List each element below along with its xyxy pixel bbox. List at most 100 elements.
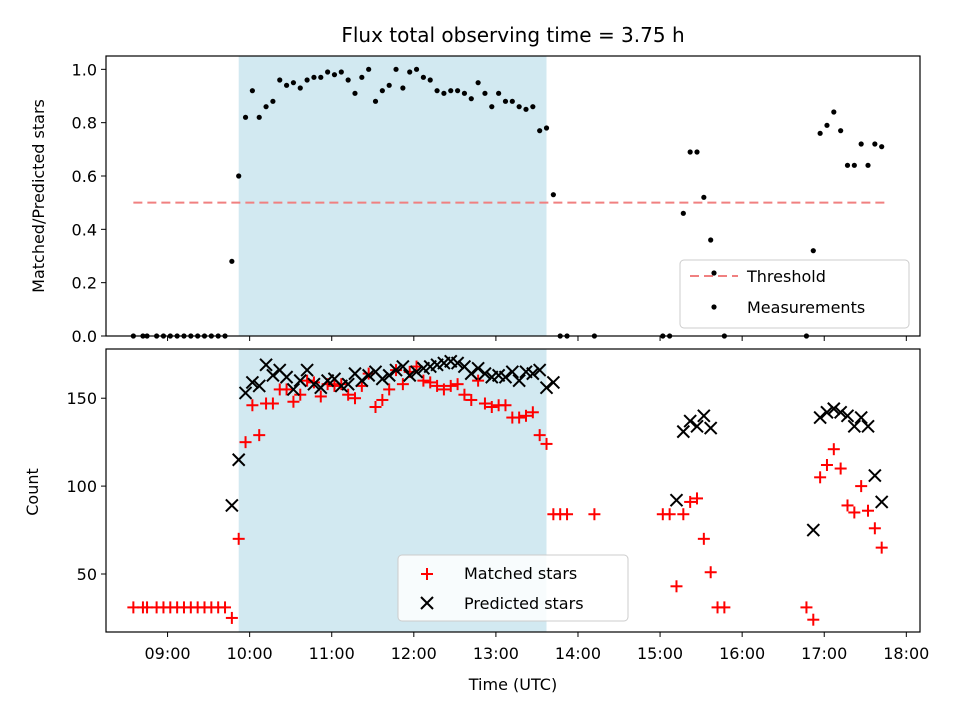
measurement-point (256, 114, 262, 120)
predicted-star-stroke-b (238, 386, 253, 400)
matched-star-point (246, 399, 259, 412)
bottom-y-ticks: 50 100 150 (66, 389, 106, 584)
bottom-legend-frame (397, 554, 629, 622)
matched-star-point (800, 601, 813, 614)
measurement-point (516, 104, 522, 110)
measurement-point (263, 104, 269, 110)
measurement-point (359, 74, 365, 80)
matched-star-point (314, 390, 327, 403)
bottom-axes-frame (105, 348, 921, 633)
measurement-point (338, 69, 344, 75)
predicted-star-point (847, 419, 862, 434)
predicted-star-stroke-b (874, 495, 889, 509)
x-axis-label: Time (UTC) (468, 675, 557, 694)
measurement-point (283, 82, 290, 88)
matched-star-point (342, 388, 355, 401)
measurement-point (858, 141, 864, 147)
matched-star-point (225, 611, 238, 624)
matched-star-point (561, 508, 574, 521)
measurement-point (701, 194, 707, 200)
matched-star-point (219, 601, 232, 614)
bottom-y-tick-label: 50 (77, 565, 97, 584)
measurement-point (482, 90, 488, 96)
predicted-star-point (703, 421, 718, 435)
measurement-point (413, 66, 420, 72)
top-axes-frame (105, 55, 921, 337)
predicted-star-stroke-b (498, 370, 513, 384)
predicted-star-stroke-b (444, 354, 458, 369)
predicted-star-stroke-b (820, 405, 834, 419)
predicted-star-stroke-b (396, 359, 410, 374)
predicted-star-stroke-b (491, 368, 506, 383)
measurement-point (543, 125, 550, 131)
matched-star-point (369, 401, 382, 414)
measurement-point (311, 74, 317, 80)
predicted-star-stroke-b (307, 377, 321, 391)
top-y-ticks: 0.0 0.2 0.4 0.6 0.8 1.0 (72, 60, 106, 346)
predicted-star-stroke-b (840, 409, 855, 423)
legend-predicted-label: Predicted stars (464, 594, 584, 613)
bottom-y-tick-label: 150 (66, 389, 97, 408)
matched-stars-points (127, 360, 888, 626)
measurement-point (872, 141, 878, 147)
matched-star-point (697, 532, 710, 545)
chart-title: Flux total observing time = 3.75 h (341, 23, 684, 47)
measurement-point (489, 104, 495, 110)
measurement-point (810, 248, 816, 254)
predicted-star-stroke-b (457, 359, 472, 374)
matched-star-point (855, 480, 868, 493)
predicted-star-stroke-b (361, 368, 376, 383)
measurement-point (229, 258, 235, 264)
measurement-point (879, 144, 885, 150)
matched-star-point (677, 508, 690, 521)
measurement-point (824, 122, 830, 128)
predicted-star-point (526, 366, 540, 381)
measurement-point (270, 98, 276, 104)
measurement-point (297, 85, 303, 91)
measurement-point (838, 128, 844, 134)
predicted-star-point (868, 468, 882, 483)
predicted-star-point (361, 368, 376, 383)
predicted-star-stroke-b (286, 382, 301, 397)
measurement-point (236, 173, 242, 179)
predicted-star-stroke-b (471, 361, 485, 376)
matched-star-point (868, 522, 881, 535)
legend-measurements-marker (711, 304, 717, 310)
predicted-star-stroke-b (293, 373, 307, 388)
matched-star-point (458, 388, 471, 401)
predicted-star-point (341, 377, 355, 391)
predicted-star-stroke-b (697, 409, 711, 423)
top-x-ticks (167, 336, 907, 341)
bottom-x-tick-label: 17:00 (801, 644, 847, 663)
matched-star-point (472, 374, 485, 387)
predicted-star-stroke-b (669, 493, 684, 507)
matched-star-point (287, 395, 300, 408)
predicted-star-point (286, 382, 301, 397)
matched-star-point (307, 376, 320, 389)
legend-threshold-label: Threshold (746, 267, 826, 286)
measurement-point (290, 80, 297, 86)
predicted-star-point (389, 363, 403, 377)
predicted-star-stroke-b (327, 372, 342, 386)
measurement-point (530, 104, 536, 110)
matched-star-point (834, 462, 847, 475)
measurement-point (366, 66, 372, 72)
predicted-star-point (505, 365, 520, 379)
predicted-star-point (833, 405, 848, 419)
matched-star-point (335, 378, 348, 391)
measurement-point (509, 98, 515, 104)
predicted-star-stroke-b (450, 356, 465, 370)
matched-star-point (533, 429, 546, 442)
predicted-star-stroke-b (403, 368, 417, 383)
matched-star-point (239, 436, 252, 449)
matched-star-point (451, 378, 464, 391)
predicted-star-stroke-b (252, 379, 266, 393)
predicted-star-stroke-b (690, 419, 704, 434)
measurement-point (461, 90, 468, 96)
legend-predicted-marker (420, 596, 434, 610)
predicted-star-point (266, 368, 280, 383)
predicted-star-point (375, 372, 390, 386)
matched-star-point (820, 459, 833, 472)
matched-star-point (424, 376, 437, 389)
predicted-star-stroke-b (854, 410, 868, 425)
